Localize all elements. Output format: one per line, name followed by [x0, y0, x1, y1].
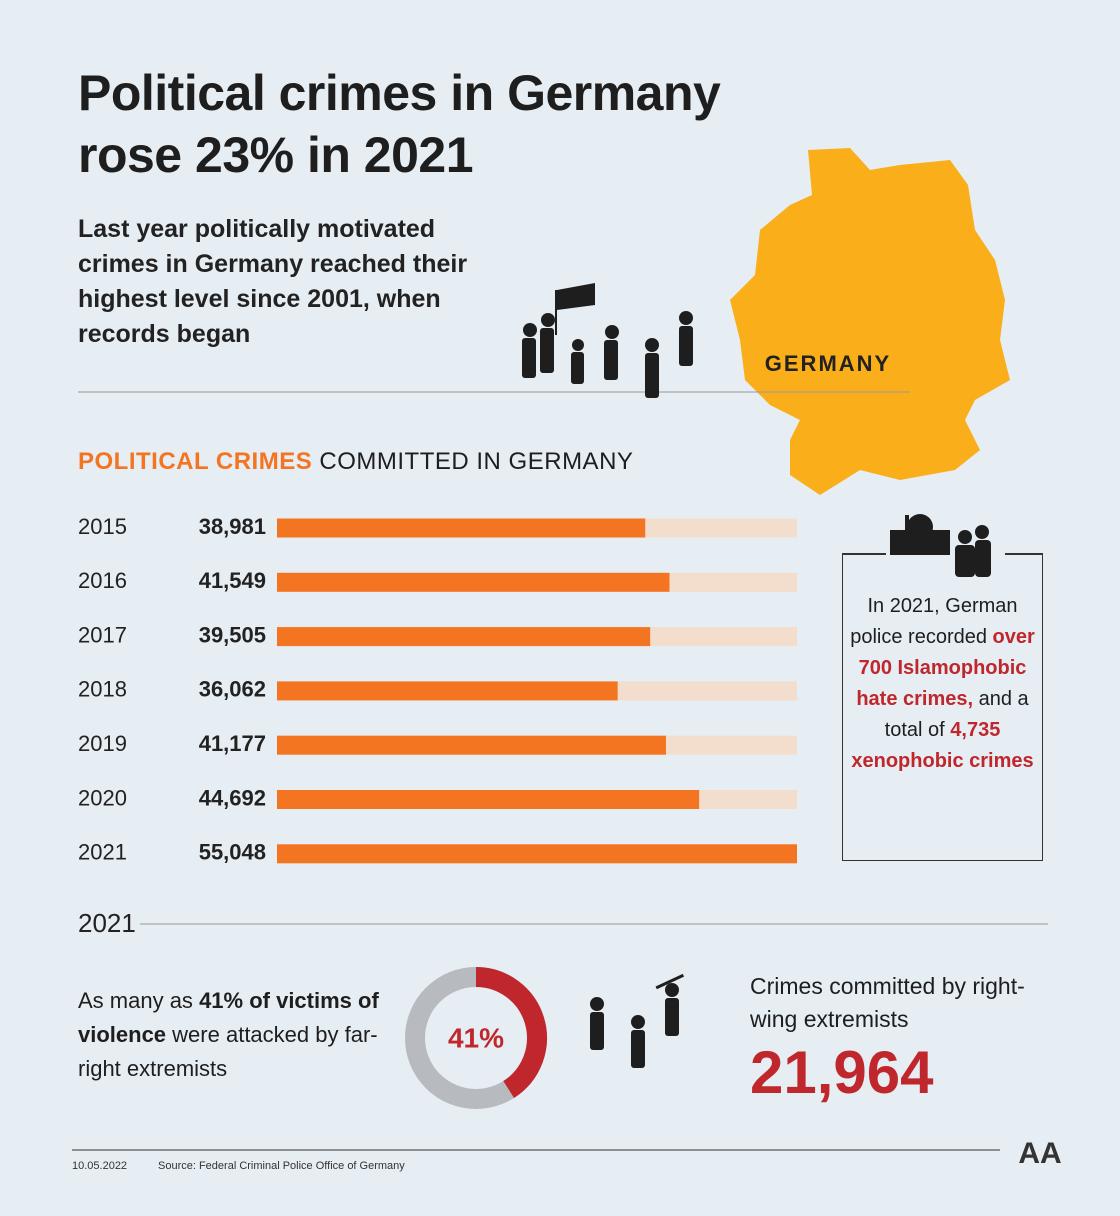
bar — [277, 844, 797, 864]
footer-date: 10.05.2022 — [72, 1160, 128, 1172]
victims-highlight: 41% of victims of violence — [78, 988, 379, 1047]
bar — [277, 790, 700, 809]
category-label: 2018 — [78, 677, 127, 702]
victims-text: As many as 41% of victims of violence we… — [78, 984, 408, 1086]
right-wing-value: 21,964 — [750, 1039, 934, 1106]
note-text: In 2021, German police recorded — [850, 595, 1018, 648]
chart-title-rest: COMMITTED IN GERMANY — [319, 448, 634, 475]
category-label: 2016 — [78, 568, 127, 593]
donut-label: 41% — [448, 1022, 504, 1053]
value-label: 36,062 — [199, 677, 266, 702]
bar — [277, 627, 651, 647]
note-text: and a total of — [884, 688, 1029, 741]
value-label: 38,981 — [199, 514, 266, 539]
bar — [277, 681, 618, 701]
box-border — [1005, 553, 1043, 555]
category-label: 2017 — [78, 622, 127, 647]
note-highlight: over 700 Islamophobic hate crimes, — [856, 626, 1035, 710]
victims-lead: As many as — [78, 988, 193, 1013]
mosque-icon — [890, 514, 991, 577]
germany-map — [730, 148, 1010, 495]
title: Political crimes in Germany rose 23% in … — [78, 65, 721, 183]
protest-icon — [522, 283, 693, 398]
value-label: 41,177 — [199, 731, 266, 756]
category-label: 2015 — [78, 514, 127, 539]
bar — [277, 735, 666, 755]
value-label: 44,692 — [199, 785, 266, 810]
bar — [277, 572, 670, 592]
value-label: 41,549 — [199, 568, 266, 593]
right-wing-label: Crimes committed by right-wing extremist… — [750, 973, 1025, 1032]
note-box: In 2021, German police recorded over 700… — [842, 553, 1043, 861]
victims-tail: were attacked by far-right extremists — [78, 1022, 378, 1081]
value-label: 55,048 — [199, 840, 266, 865]
bar — [277, 518, 646, 538]
footer-source: Source: Federal Criminal Police Office o… — [158, 1160, 405, 1172]
chart-title-highlight: POLITICAL CRIMES — [78, 448, 313, 475]
note-highlight: 4,735 xenophobic crimes — [851, 719, 1034, 772]
logo: AA — [1018, 1137, 1061, 1170]
category-label: 2020 — [78, 785, 127, 810]
extremists-icon — [590, 973, 685, 1068]
map-label: GERMANY — [765, 351, 891, 376]
box-border — [842, 553, 886, 555]
value-label: 39,505 — [199, 622, 266, 647]
category-label: 2021 — [78, 840, 127, 865]
category-label: 2019 — [78, 731, 127, 756]
chart-title: POLITICAL CRIMES COMMITTED IN GERMANY — [78, 448, 633, 476]
subtitle: Last year politically motivated crimes i… — [78, 215, 468, 348]
donut-slice — [475, 967, 547, 1098]
section-year: 2021 — [78, 908, 136, 938]
